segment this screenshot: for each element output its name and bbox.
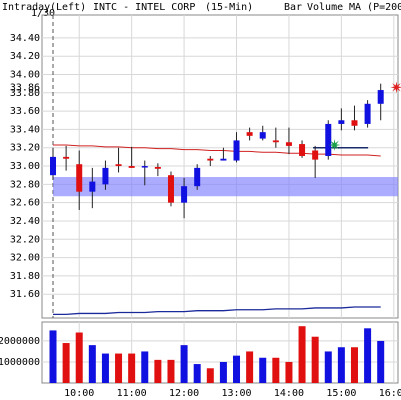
y-tick-label: 32.60 <box>10 198 40 209</box>
candle-body <box>154 166 161 169</box>
volume-bar <box>233 355 241 383</box>
candle-body <box>50 156 57 176</box>
volume-tick-label: 1000000 <box>0 357 40 368</box>
candle-body <box>207 158 214 161</box>
candle-body <box>89 181 96 192</box>
candle-body <box>181 186 188 203</box>
candle-body <box>233 140 240 161</box>
volume-bar <box>75 332 83 383</box>
candle-body <box>115 164 122 167</box>
volume-bar <box>206 368 214 383</box>
signal-marker <box>390 81 401 94</box>
candle-body <box>194 167 201 187</box>
volume-bar <box>246 351 254 383</box>
volume-bar <box>337 347 345 383</box>
x-tick-label: 16:00 <box>379 388 401 399</box>
candle-body <box>141 166 148 168</box>
candle-body <box>220 158 227 161</box>
x-tick-label: 12:00 <box>169 388 199 399</box>
volume-bar <box>285 361 293 383</box>
candle-body <box>76 164 83 192</box>
date-label: 1/30 <box>31 8 55 19</box>
y-tick-label: 31.80 <box>10 271 40 282</box>
y-tick-label: 32.20 <box>10 234 40 245</box>
volume-bar <box>193 364 201 383</box>
x-tick-label: 11:00 <box>117 388 147 399</box>
candle-body <box>285 142 292 146</box>
volume-bar <box>115 353 123 383</box>
x-tick-label: 10:00 <box>64 388 94 399</box>
volume-bar <box>141 351 149 383</box>
chart-title: INTC - INTEL CORP <box>93 2 195 13</box>
volume-bar <box>364 328 372 383</box>
candle-body <box>312 150 319 160</box>
volume-bar <box>62 343 70 383</box>
y-tick-label: 34.20 <box>10 51 40 62</box>
candle-body <box>377 90 384 104</box>
candle-body <box>299 144 306 156</box>
candle-body <box>338 120 345 124</box>
last-price-label: 33.86 <box>10 82 40 93</box>
candle-body <box>63 156 70 159</box>
volume-bar <box>219 361 227 383</box>
candle-body <box>364 103 371 124</box>
legend-entry: MA (P=200) <box>349 2 401 13</box>
candle-body <box>102 167 109 185</box>
candle-body <box>351 120 358 126</box>
volume-bar <box>350 347 358 383</box>
y-tick-label: 33.20 <box>10 143 40 154</box>
interval: (15-Min) <box>205 2 253 13</box>
candle-body <box>259 132 266 139</box>
legend-entry: Volume <box>307 2 343 13</box>
volume-bar <box>377 340 385 383</box>
header-mode: Intraday <box>2 2 50 13</box>
indicator-line <box>53 306 381 315</box>
y-tick-label: 34.40 <box>10 33 40 44</box>
support-band <box>53 177 398 197</box>
volume-bar <box>272 357 280 383</box>
legend-entry: Bar <box>284 2 302 13</box>
candle-body <box>325 123 332 156</box>
x-tick-label: 13:00 <box>221 388 251 399</box>
y-tick-label: 31.60 <box>10 289 40 300</box>
volume-bar <box>311 336 319 383</box>
volume-bar <box>298 326 306 383</box>
y-tick-label: 34.00 <box>10 70 40 81</box>
candle-body <box>246 132 253 136</box>
y-tick-label: 33.60 <box>10 106 40 117</box>
candle-body <box>128 166 135 168</box>
y-tick-label: 32.80 <box>10 179 40 190</box>
volume-bar <box>154 359 162 383</box>
axis-note: (Left) <box>50 2 86 13</box>
volume-bar <box>128 353 136 383</box>
y-tick-label: 33.00 <box>10 161 40 172</box>
volume-tick-label: 2000000 <box>0 336 40 347</box>
y-tick-label: 32.40 <box>10 216 40 227</box>
volume-bar <box>324 351 332 383</box>
volume-bar <box>49 330 57 383</box>
y-tick-label: 33.40 <box>10 124 40 135</box>
x-tick-label: 15:00 <box>326 388 356 399</box>
volume-bar <box>180 345 188 383</box>
volume-bar <box>259 357 267 383</box>
volume-bar <box>101 353 109 383</box>
y-tick-label: 32.00 <box>10 253 40 264</box>
candle-body <box>167 175 174 203</box>
x-tick-label: 14:00 <box>274 388 304 399</box>
candle-body <box>272 140 279 143</box>
signal-marker <box>328 138 341 151</box>
volume-bar <box>167 359 175 383</box>
y-tick-label: 33.80 <box>10 88 40 99</box>
volume-bar <box>88 345 96 383</box>
